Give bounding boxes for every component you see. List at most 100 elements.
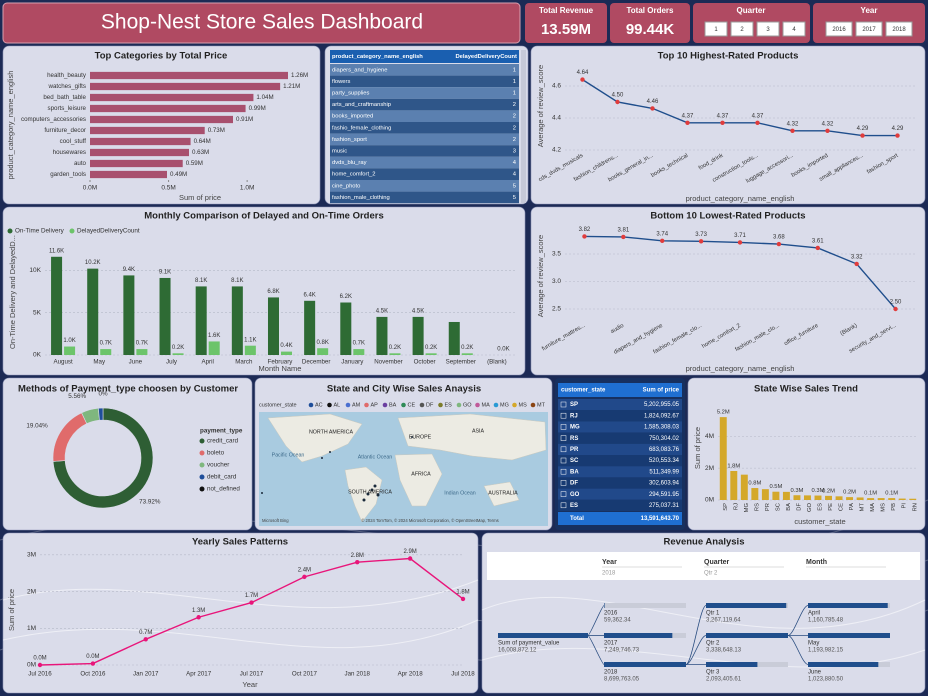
y-axis-label: Sum of price [693,427,702,469]
x-tick-label: PA [849,503,855,510]
map-label: SOUTH AMERICA [348,489,392,495]
kpi-card [610,3,690,43]
map-label: AUSTRALIA [488,490,518,496]
point [650,106,655,111]
legend-swatch [438,402,443,408]
point [790,128,795,133]
connector [685,635,707,665]
x-tick-label: Oct 2017 [292,671,318,678]
data-label: 0.1M [864,491,877,497]
legend-swatch [419,402,425,408]
point [893,306,898,312]
bar [340,302,352,355]
data-label: 3.61 [812,239,824,245]
x-tick-label: RN [912,503,918,511]
bar [64,346,76,355]
node-label: Qtr 2 [706,641,720,647]
table-cell: 750,304.02 [649,436,680,442]
bar [604,633,673,638]
point [196,615,201,620]
data-label: 9.1K [159,270,171,276]
table-cell: MG [570,425,580,431]
table-cell: flowers [332,79,350,85]
x-tick-label: February [268,359,294,366]
slicer-option[interactable]: 4 [792,27,796,33]
slicer-option-box[interactable] [825,21,853,37]
x-tick-label: 1.0M [240,185,254,192]
table-cell: arts_and_craftmanship [332,102,391,108]
chart-title: Top 10 Highest-Rated Products [658,51,799,62]
data-label: 1.3M [192,608,205,614]
x-tick-label: GO [807,503,813,513]
y-tick-label: 4.2 [552,147,561,154]
data-label: 5.56% [68,393,86,400]
x-tick-label: May [93,359,106,366]
x-axis-label: Sum of price [179,193,221,202]
point [720,120,725,126]
slicer-option[interactable]: 2 [740,27,744,33]
legend-swatch [475,402,480,408]
bar [498,633,588,638]
legend-label: MS [519,402,528,408]
map-label: Pacific Ocean [272,452,305,458]
x-tick-label: July [166,359,178,366]
node-value: 3,267,119.64 [706,618,741,624]
table-cell: 2 [513,114,516,120]
slicer-option[interactable]: 2017 [862,27,876,33]
y-tick-label: 2M [27,588,36,595]
table-row [330,191,519,204]
x-tick-label: Apr 2018 [398,671,424,678]
point [460,596,466,602]
legend-label: debit_card [207,474,237,481]
x-tick-label: Apr 2017 [186,671,212,678]
table-cell: RJ [570,413,578,419]
kpi-label: Total Orders [627,6,675,15]
table-cell: 275,037.31 [649,503,680,509]
x-tick-label: SP [723,503,729,511]
bar [304,300,316,355]
data-label: 0.63M [192,149,209,156]
slicer-option-box[interactable] [885,21,913,37]
slicer-option[interactable]: 3 [766,27,770,33]
table-total [558,512,682,525]
table-cell: SP [570,402,578,408]
x-tick-label: Jan 2018 [345,671,371,678]
bar [100,349,112,355]
data-label: 0.8K [316,340,328,346]
table-header [330,50,519,63]
filter-label: Year [602,559,617,566]
bar [856,497,864,500]
map-label: Atlantic Ocean [358,454,393,460]
legend-swatch [308,402,314,408]
slicer-option-box[interactable] [756,21,780,37]
slicer-option-box[interactable] [782,21,806,37]
slicer-option[interactable]: 1 [714,27,718,33]
slicer-option-box[interactable] [855,21,883,37]
map-label: ASIA [472,428,485,434]
x-axis-label: product_category_name_english [686,194,795,203]
y-tick-label: 3.5 [552,251,561,258]
filter-bar [487,552,920,580]
slicer-option-box[interactable] [730,21,754,37]
legend-swatch [512,402,517,408]
slicer-option[interactable]: 2016 [832,27,846,33]
bar [877,498,885,500]
slicer-title: Quarter [737,6,766,15]
data-label: 0.59M [186,160,203,167]
y-tick-label: health_beauty [47,72,87,79]
chart-title: State Wise Sales Trend [754,384,858,395]
y-tick-label: 3.0 [552,278,561,285]
legend-label: boleto [207,450,225,457]
expand-icon [560,502,567,509]
x-tick-label: September [446,359,476,366]
y-tick-label: 4.4 [552,115,561,122]
legend-swatch [199,450,205,456]
y-axis-label: Average of review_score [536,235,545,317]
legend-label: AM [352,402,361,408]
slicer-option-box[interactable] [704,21,728,37]
slicer-option[interactable]: 2018 [892,27,906,33]
data-label: 3.71 [734,233,746,239]
y-tick-label: auto [74,160,87,167]
node-label: 2017 [604,641,618,647]
